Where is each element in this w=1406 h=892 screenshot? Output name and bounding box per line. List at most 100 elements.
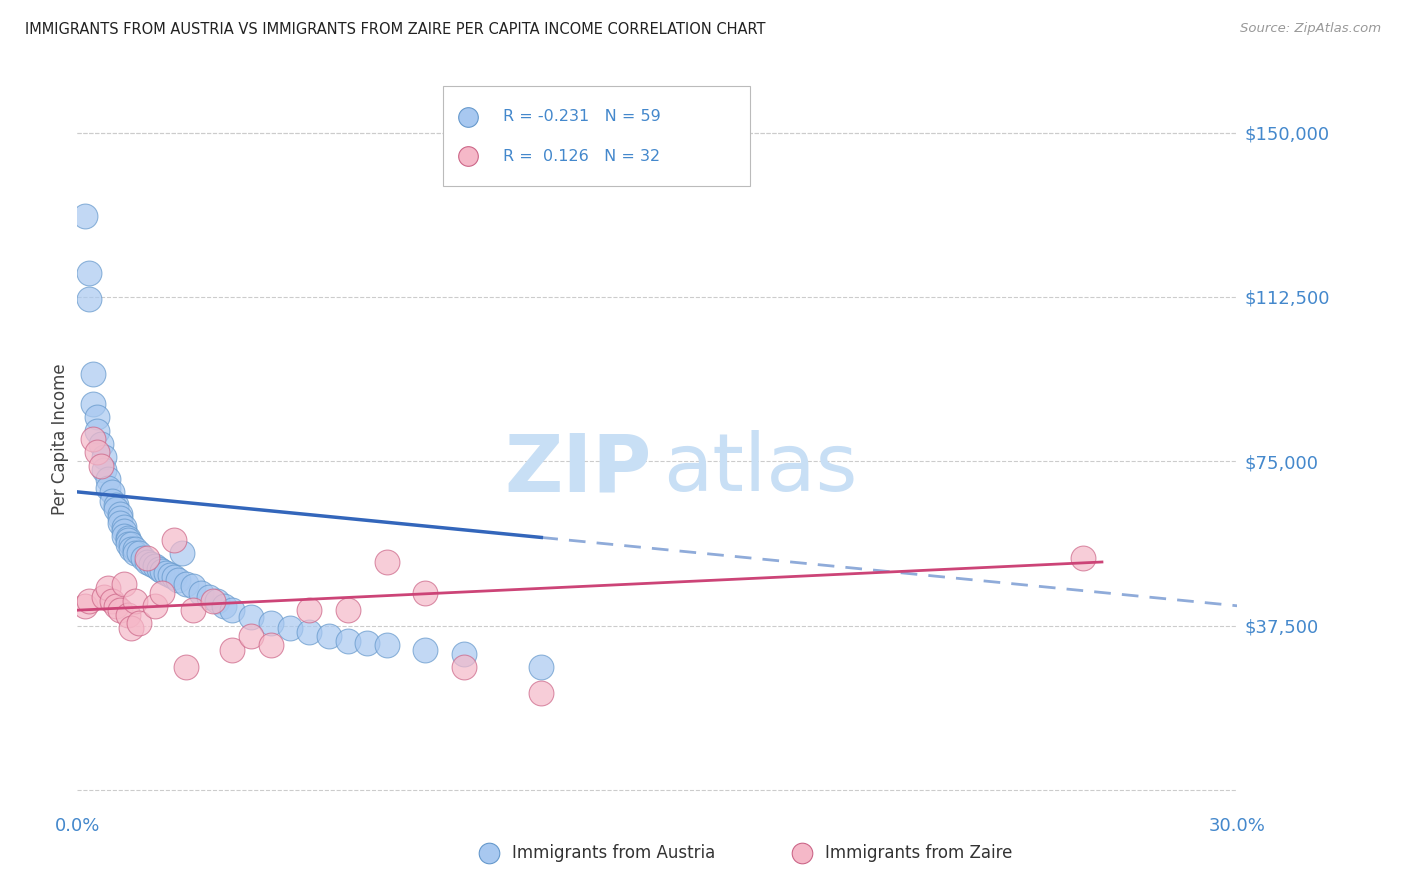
Point [155, 566, 177, 580]
Point [139, 557, 162, 571]
Point [136, 550, 159, 565]
Point [117, 607, 139, 622]
Point [121, 537, 143, 551]
Point [1369, 782, 1392, 797]
Point [214, 599, 236, 613]
Point [82, 367, 104, 381]
Point [356, 636, 378, 650]
Point [112, 520, 135, 534]
Text: Source: ZipAtlas.com: Source: ZipAtlas.com [1240, 22, 1381, 36]
Text: ZIP: ZIP [505, 430, 651, 508]
Point [112, 577, 135, 591]
Point [1369, 782, 1392, 797]
Point [413, 585, 436, 599]
Point [108, 511, 131, 525]
Point [240, 630, 263, 644]
Text: IMMIGRANTS FROM AUSTRIA VS IMMIGRANTS FROM ZAIRE PER CAPITA INCOME CORRELATION C: IMMIGRANTS FROM AUSTRIA VS IMMIGRANTS FR… [25, 22, 766, 37]
Point [112, 524, 135, 539]
Point [174, 577, 197, 591]
Point [124, 546, 146, 560]
Point [121, 621, 143, 635]
Point [128, 546, 150, 560]
Point [86, 424, 108, 438]
Text: R =  0.126   N = 32: R = 0.126 N = 32 [503, 149, 661, 164]
Point [278, 621, 301, 635]
Point [166, 573, 188, 587]
Text: Immigrants from Zaire: Immigrants from Zaire [825, 844, 1012, 862]
Point [221, 603, 243, 617]
Point [124, 594, 146, 608]
Point [86, 410, 108, 425]
Point [124, 541, 146, 556]
Point [108, 603, 131, 617]
Point [318, 630, 340, 644]
Point [117, 531, 139, 545]
Point [148, 561, 170, 575]
Point [143, 599, 166, 613]
Point [121, 541, 143, 556]
Point [93, 450, 115, 464]
Point [163, 533, 186, 547]
Point [221, 642, 243, 657]
Point [170, 546, 193, 560]
Point [90, 436, 111, 450]
Point [97, 481, 120, 495]
Point [152, 585, 174, 599]
Point [205, 594, 228, 608]
Point [298, 625, 321, 640]
Y-axis label: Per Capita Income: Per Capita Income [51, 364, 69, 515]
Point [183, 603, 205, 617]
Point [101, 594, 124, 608]
Point [298, 603, 321, 617]
Point [337, 603, 360, 617]
Point [93, 463, 115, 477]
Point [82, 432, 104, 446]
Point [108, 516, 131, 530]
Point [77, 594, 100, 608]
Point [101, 484, 124, 499]
Point [82, 397, 104, 411]
Point [90, 458, 111, 473]
Point [183, 579, 205, 593]
Point [174, 660, 197, 674]
Point [375, 555, 398, 569]
Point [530, 660, 553, 674]
Point [117, 533, 139, 547]
Point [530, 686, 553, 700]
Point [453, 647, 475, 661]
Text: R = -0.231   N = 59: R = -0.231 N = 59 [503, 110, 661, 124]
Point [136, 555, 159, 569]
Point [260, 638, 283, 652]
Text: atlas: atlas [664, 430, 858, 508]
Point [201, 594, 224, 608]
Point [413, 642, 436, 657]
Point [143, 559, 166, 574]
Point [77, 266, 100, 280]
Point [128, 616, 150, 631]
Point [112, 529, 135, 543]
Point [75, 209, 96, 223]
Point [75, 599, 96, 613]
Point [77, 292, 100, 306]
Point [97, 582, 120, 596]
Point [260, 616, 283, 631]
Point [101, 493, 124, 508]
Point [1071, 550, 1094, 565]
Point [163, 570, 186, 584]
Point [152, 564, 174, 578]
Point [375, 638, 398, 652]
Point [159, 568, 181, 582]
Point [240, 609, 263, 624]
Point [93, 590, 115, 604]
Point [453, 660, 475, 674]
Point [117, 537, 139, 551]
Point [108, 507, 131, 521]
Point [337, 633, 360, 648]
Point [105, 599, 127, 613]
Point [105, 498, 127, 512]
Point [86, 445, 108, 459]
Text: Immigrants from Austria: Immigrants from Austria [512, 844, 716, 862]
Point [190, 585, 212, 599]
Point [105, 502, 127, 516]
Point [132, 550, 155, 565]
